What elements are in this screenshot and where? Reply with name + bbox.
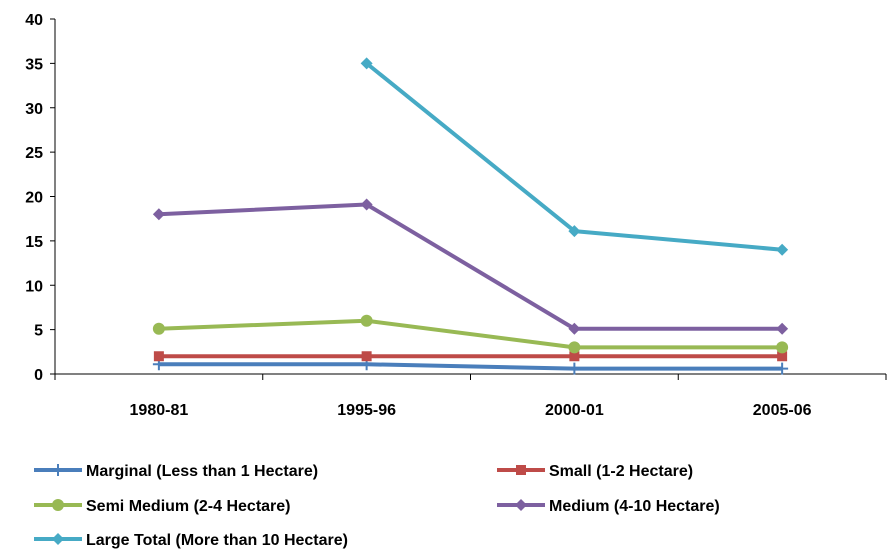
legend-marker: [515, 499, 527, 511]
data-point: [361, 351, 372, 362]
y-tick-label: 0: [34, 367, 43, 384]
data-point: [568, 225, 581, 238]
legend-marker: [52, 499, 64, 511]
data-point: [568, 341, 581, 354]
legend-label: Large Total (More than 10 Hectare): [86, 532, 348, 549]
y-tick-label: 15: [25, 234, 43, 251]
data-point: [568, 362, 581, 375]
legend-item: Semi Medium (2-4 Hectare): [34, 498, 291, 515]
y-tick-label: 35: [25, 56, 43, 73]
legend-label: Semi Medium (2-4 Hectare): [86, 498, 291, 515]
legend-item: Large Total (More than 10 Hectare): [34, 532, 348, 549]
data-point: [360, 57, 373, 70]
chart-legend: Marginal (Less than 1 Hectare) Small (1-2…: [34, 463, 720, 549]
chart-axes: 0 5 10 15 20 25 30 35 40 1980-81 1995-96 2000-01 200…: [25, 12, 887, 419]
y-tick-label: 30: [25, 101, 43, 118]
legend-label: Marginal (Less than 1 Hectare): [86, 463, 318, 480]
legend-item: Marginal (Less than 1 Hectare): [34, 463, 318, 480]
x-tick-label: 1995-96: [337, 402, 396, 419]
series-line: [158, 318, 783, 350]
y-tick-label: 25: [25, 145, 43, 162]
data-point: [776, 362, 789, 375]
series-5: [360, 57, 789, 256]
data-point: [776, 322, 789, 335]
y-tick-label: 5: [34, 323, 43, 340]
data-point: [153, 351, 164, 362]
series-line: [158, 362, 783, 371]
series-line: [365, 61, 783, 252]
legend-marker: [52, 533, 64, 545]
series-3: [152, 314, 789, 354]
series-2: [153, 351, 788, 362]
data-point: [777, 351, 788, 362]
y-tick-label: 10: [25, 278, 43, 295]
series-layer: [152, 57, 789, 375]
data-point: [152, 208, 165, 221]
data-point: [776, 341, 789, 354]
x-tick-label: 2005-06: [753, 402, 812, 419]
legend-label: Medium (4-10 Hectare): [549, 498, 720, 515]
x-tick-label: 2000-01: [545, 402, 604, 419]
x-tick-label: 1980-81: [130, 402, 189, 419]
y-tick-label: 20: [25, 190, 43, 207]
data-point: [569, 351, 580, 362]
series-1: [152, 358, 789, 375]
legend-item: Small (1-2 Hectare): [497, 463, 693, 480]
data-point: [360, 198, 373, 211]
legend-label: Small (1-2 Hectare): [549, 463, 693, 480]
series-line: [158, 202, 783, 331]
legend-item: Medium (4-10 Hectare): [497, 498, 720, 515]
data-point: [360, 314, 373, 327]
data-point: [568, 322, 581, 335]
legend-marker: [516, 465, 526, 475]
y-tick-label: 40: [25, 12, 43, 29]
series-4: [152, 198, 789, 335]
data-point: [152, 322, 165, 335]
data-point: [776, 243, 789, 256]
legend-marker: [52, 464, 64, 476]
